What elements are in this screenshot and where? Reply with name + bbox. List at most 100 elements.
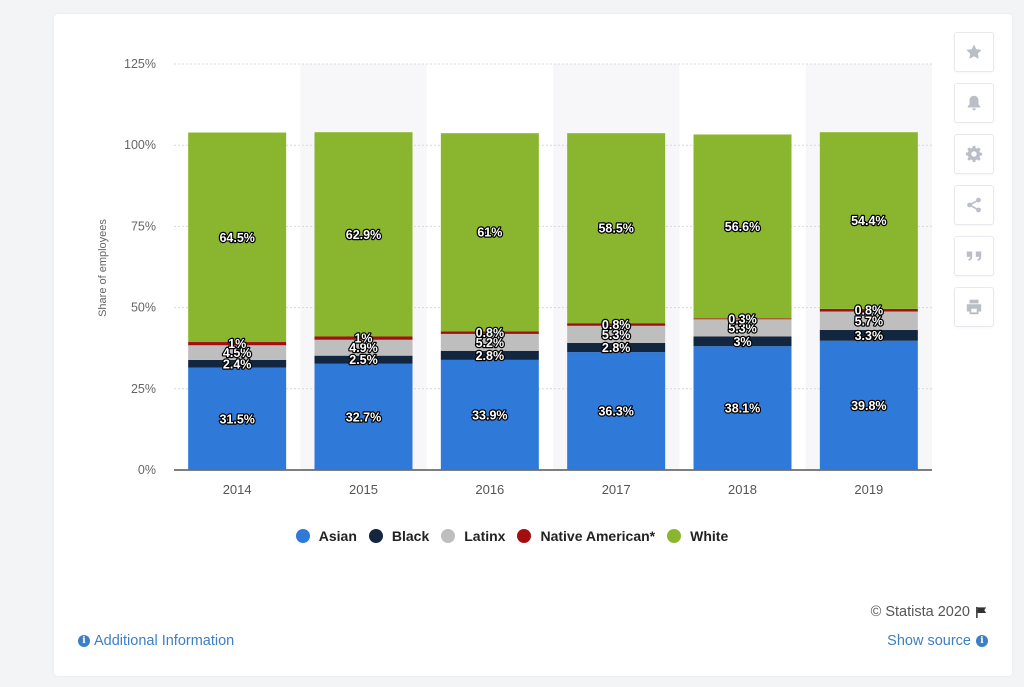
bar-segment[interactable] [567, 325, 666, 344]
y-axis-title: Share of employees [97, 219, 109, 317]
data-label: 61% [477, 226, 502, 240]
bar-segment[interactable] [188, 132, 287, 343]
data-label: 36.3% [598, 405, 633, 419]
info-icon: i [78, 635, 90, 647]
bars [188, 132, 918, 470]
show-source-link[interactable]: Show source i [887, 633, 988, 649]
x-tick-label: 2018 [728, 482, 757, 497]
show-source-label: Show source [887, 633, 971, 649]
data-label: 2.5% [349, 353, 378, 367]
quote-icon [966, 251, 982, 261]
data-label: 5.7% [855, 314, 884, 328]
info-icon: i [976, 635, 988, 647]
bar-segment[interactable] [440, 331, 539, 334]
bar-segment[interactable] [693, 318, 792, 320]
bar-segment[interactable] [188, 342, 287, 346]
bar-segment[interactable] [819, 132, 918, 309]
y-tick-label: 125% [124, 57, 156, 71]
data-label: 4.9% [349, 341, 378, 355]
legend: Asian Black Latinx Native American* White [0, 528, 1024, 544]
data-label: 58.5% [598, 222, 633, 236]
x-tick-label: 2017 [602, 482, 631, 497]
print-button[interactable] [954, 287, 994, 327]
y-tick-label: 0% [138, 463, 156, 477]
data-label: 0.8% [855, 304, 884, 318]
bar-segment[interactable] [819, 311, 918, 331]
data-label: 1% [228, 337, 246, 351]
data-label: 2.4% [223, 357, 252, 371]
legend-label: Native American* [540, 528, 656, 544]
data-label: 31.5% [219, 412, 254, 426]
bar-segment[interactable] [819, 340, 918, 470]
bell-icon [967, 95, 981, 111]
legend-label: Black [391, 528, 430, 544]
y-tick-label: 100% [124, 138, 156, 152]
share-button[interactable] [954, 185, 994, 225]
bar-segment[interactable] [693, 336, 792, 347]
bar-segment[interactable] [188, 359, 287, 368]
favorite-button[interactable] [954, 32, 994, 72]
bar-segment[interactable] [188, 345, 287, 360]
x-tick-label: 2019 [854, 482, 883, 497]
bar-segment[interactable] [440, 333, 539, 351]
legend-swatch [441, 529, 456, 543]
data-label: 56.6% [725, 220, 760, 234]
legend-swatch [667, 529, 682, 543]
additional-information-label: Additional Information [94, 633, 235, 649]
statista-credit: © Statista 2020 [871, 604, 988, 620]
data-label: 38.1% [725, 402, 760, 416]
bar-segment[interactable] [693, 134, 792, 319]
legend-label: Latinx [464, 528, 506, 544]
legend-item[interactable]: Latinx [441, 528, 505, 544]
star-icon [966, 44, 982, 59]
data-label: 5.3% [728, 321, 757, 335]
bar-segment[interactable] [567, 133, 666, 324]
bar-segment[interactable] [314, 355, 413, 364]
settings-button[interactable] [954, 134, 994, 174]
share-icon [967, 197, 981, 213]
bar-segment[interactable] [819, 330, 918, 341]
bar-segment[interactable] [440, 133, 539, 332]
flag-icon[interactable] [975, 606, 988, 619]
data-label: 2.8% [476, 349, 505, 363]
y-tick-label: 50% [131, 301, 156, 315]
notification-button[interactable] [954, 83, 994, 123]
data-label: 4.5% [223, 346, 252, 360]
gear-icon [965, 145, 983, 163]
x-tick-label: 2014 [223, 482, 252, 497]
data-label: 3% [733, 335, 751, 349]
bar-segment[interactable] [693, 346, 792, 470]
bar-segment[interactable] [819, 308, 918, 312]
data-labels: 31.5%2.4%4.5%1%64.5%32.7%2.5%4.9%1%62.9%… [218, 213, 888, 428]
data-label: 5.2% [476, 336, 505, 350]
legend-item[interactable]: White [667, 528, 728, 544]
bar-segment[interactable] [567, 323, 666, 326]
bar-segment[interactable] [567, 343, 666, 353]
data-label: 5.3% [602, 328, 631, 342]
x-tick-label: 2015 [349, 482, 378, 497]
x-axis: 2014 2015 2016 2017 2018 2019 [223, 482, 884, 497]
bar-segment[interactable] [314, 336, 413, 340]
legend-item[interactable]: Native American* [517, 528, 655, 544]
legend-label: White [690, 528, 729, 544]
print-icon [966, 299, 982, 315]
bar-segment[interactable] [314, 132, 413, 337]
bar-segment[interactable] [440, 350, 539, 360]
bar-segment[interactable] [314, 339, 413, 356]
legend-item[interactable]: Black [368, 528, 430, 544]
bar-segment[interactable] [440, 359, 539, 470]
bar-segment[interactable] [314, 363, 413, 470]
data-label: 0.3% [728, 312, 757, 326]
gridlines [174, 63, 932, 471]
bar-segment[interactable] [567, 352, 666, 470]
legend-swatch [295, 529, 310, 543]
bar-segment[interactable] [693, 319, 792, 337]
cite-button[interactable] [954, 236, 994, 276]
data-label: 33.9% [472, 408, 507, 422]
bar-segment[interactable] [188, 367, 287, 470]
data-label: 62.9% [346, 228, 381, 242]
legend-item[interactable]: Asian [295, 528, 357, 544]
additional-information-link[interactable]: i Additional Information [78, 633, 234, 649]
credit-label: © Statista 2020 [870, 604, 970, 620]
data-label: 3.3% [855, 329, 884, 343]
